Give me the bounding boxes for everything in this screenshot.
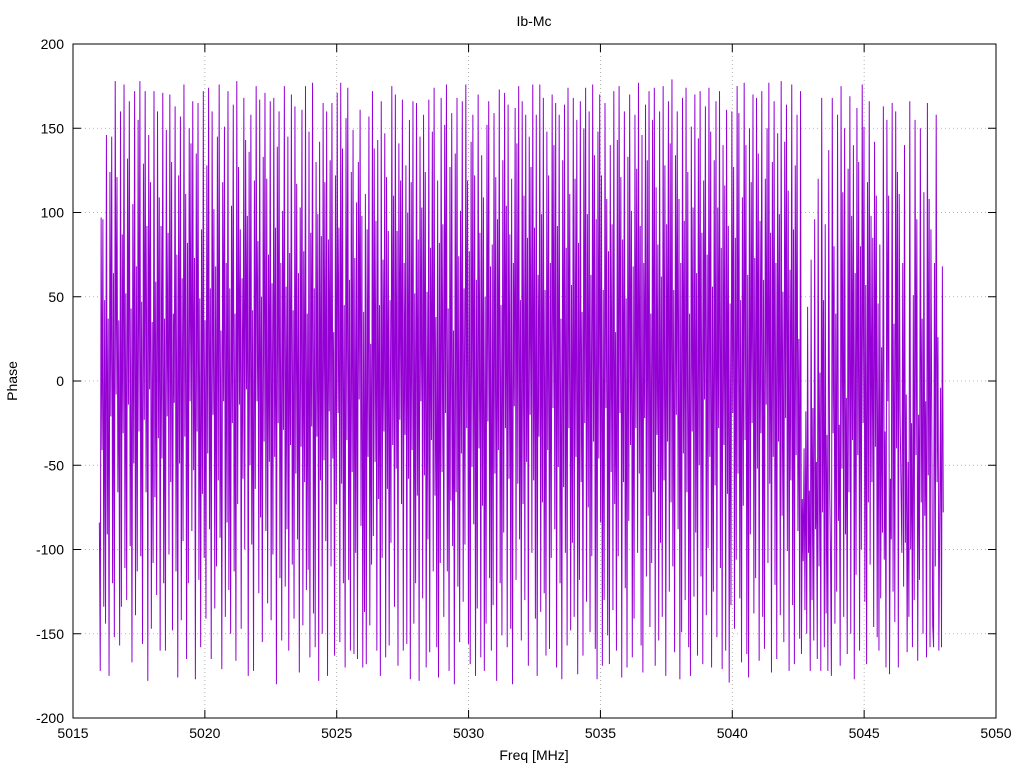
- x-tick-label: 5015: [57, 725, 88, 741]
- x-tick-label: 5050: [980, 725, 1011, 741]
- y-tick-label: -150: [36, 626, 64, 642]
- y-tick-label: 0: [56, 373, 64, 389]
- x-axis-tick-labels: 5015 5020 5025 5030 5035 5040 5045 5050: [57, 725, 1011, 741]
- x-tick-label: 5030: [453, 725, 484, 741]
- series-line-phase: [98, 79, 944, 685]
- y-tick-label: 150: [41, 120, 65, 136]
- x-tick-label: 5040: [717, 725, 748, 741]
- y-tick-label: 200: [41, 36, 65, 52]
- y-axis-tick-labels: -200 -150 -100 -50 0 50 100 150 200: [36, 36, 64, 726]
- x-tick-label: 5020: [189, 725, 220, 741]
- x-tick-label: 5035: [585, 725, 616, 741]
- x-axis-title: Freq [MHz]: [499, 747, 568, 763]
- chart-title: Ib-Mc: [517, 13, 552, 29]
- y-axis-title: Phase: [4, 361, 20, 401]
- series-layer: [98, 79, 944, 685]
- y-tick-label: -100: [36, 542, 64, 558]
- x-tick-label: 5045: [849, 725, 880, 741]
- y-tick-label: -200: [36, 710, 64, 726]
- y-tick-label: 50: [48, 289, 64, 305]
- axis-ticks: [72, 43, 997, 719]
- y-tick-label: -50: [44, 457, 64, 473]
- x-tick-label: 5025: [321, 725, 352, 741]
- y-tick-label: 100: [41, 205, 65, 221]
